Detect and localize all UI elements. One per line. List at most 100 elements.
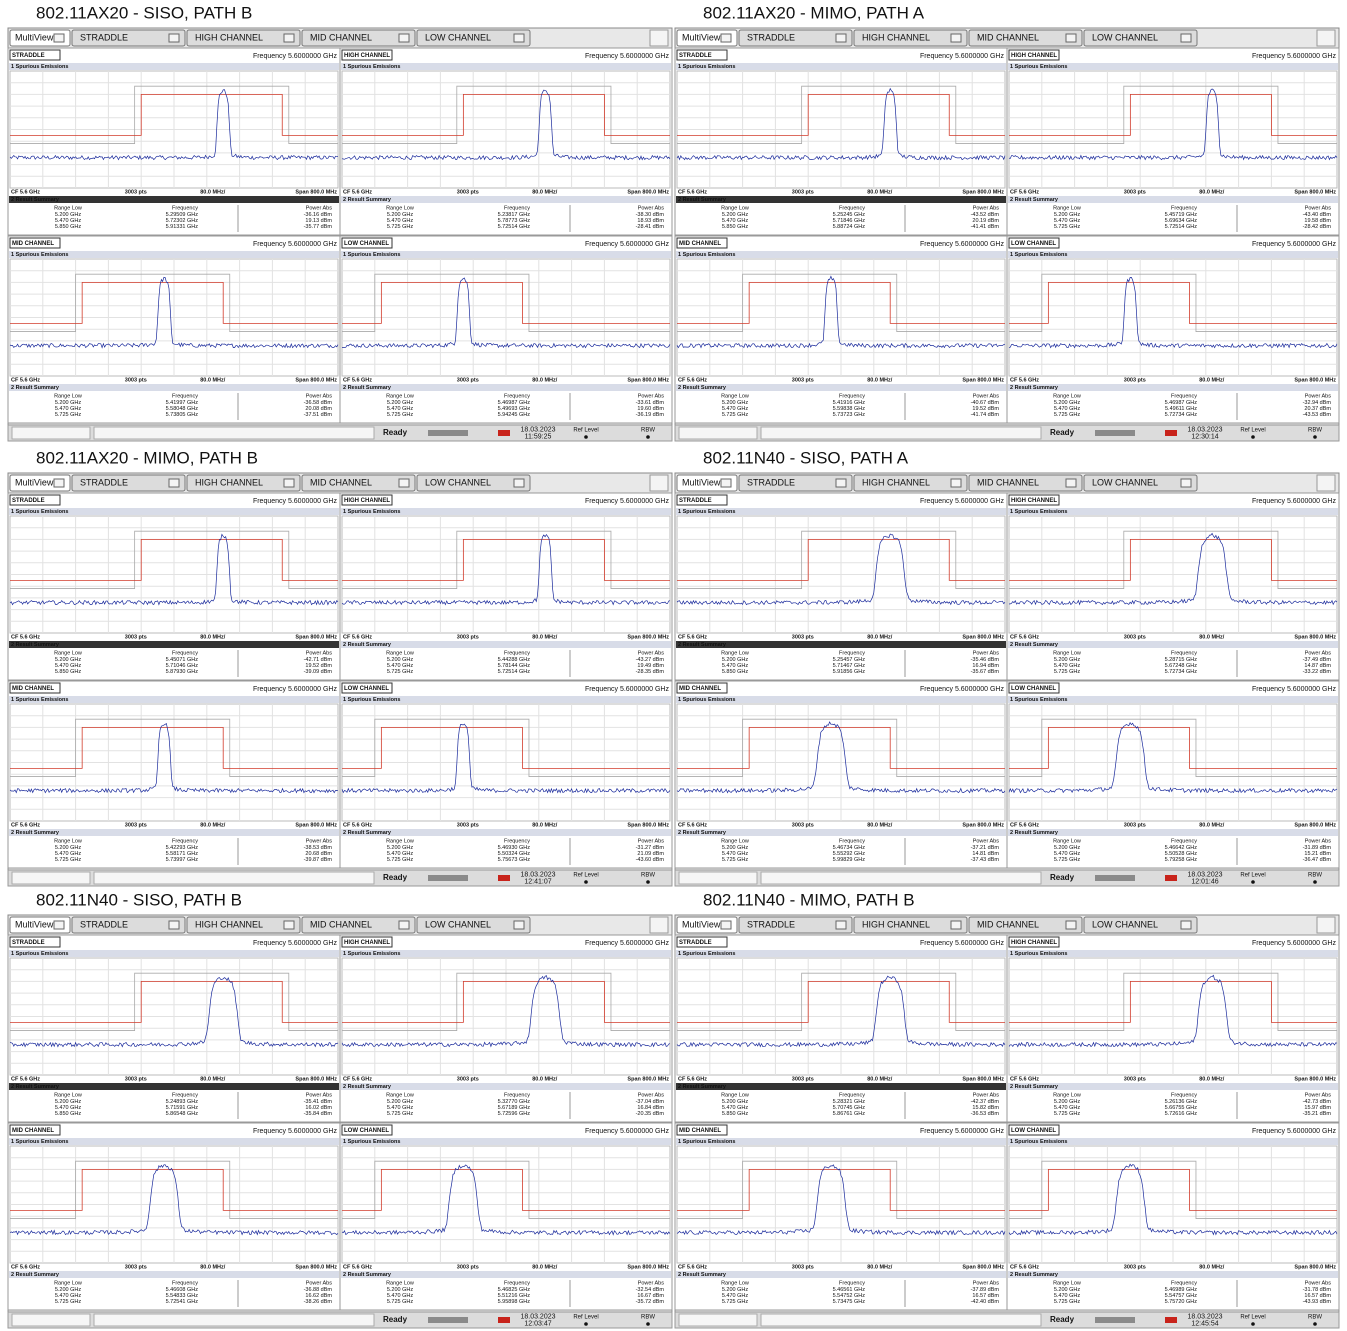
window-name-box <box>676 936 728 948</box>
tab <box>186 29 301 47</box>
summary-cell: -31.89 dBm <box>1303 845 1332 851</box>
summary-cell: 5.67189 GHz <box>498 1105 531 1111</box>
summary-header: Range Low <box>386 838 414 844</box>
summary-cell: 16.62 dBm <box>305 1293 332 1299</box>
summary-cell: 5.73997 GHz <box>166 857 199 863</box>
center-label: CF 5.6 GHz <box>11 822 40 828</box>
summary-title-bar <box>1008 641 1338 648</box>
summary-cell: 5.71046 GHz <box>166 663 199 669</box>
summary-header: Power Abs <box>973 650 1000 656</box>
summary-cell: 5.200 GHz <box>1054 212 1081 218</box>
spectrum-trace <box>9 977 339 1048</box>
window-name-box <box>676 1124 728 1136</box>
summary-cell: 5.470 GHz <box>55 406 82 412</box>
panel-title: 802.11AX20 - SISO, PATH B <box>36 3 252 22</box>
division-label: 80.0 MHz/ <box>200 1264 226 1270</box>
summary-title: 2 Result Summary <box>343 197 392 203</box>
summary-header: Power Abs <box>1305 650 1332 656</box>
summary-cell: -31.27 dBm <box>636 845 665 851</box>
summary-cell: 5.46561 GHz <box>833 1287 866 1293</box>
status-text: Ready <box>1050 428 1075 437</box>
trace-title: 1 Spurious Emissions <box>343 64 400 70</box>
trace-title-bar <box>9 950 339 957</box>
tab <box>71 29 186 47</box>
summary-title: 2 Result Summary <box>678 1272 727 1278</box>
summary-cell: 5.78773 GHz <box>498 218 531 224</box>
panel-title: 802.11N40 - MIMO, PATH B <box>703 890 915 909</box>
division-label: 80.0 MHz/ <box>1199 377 1225 383</box>
summary-cell: -28.35 dBm <box>636 669 665 675</box>
ref-level-button: Ref Level <box>1240 428 1265 434</box>
limit-line <box>10 94 338 136</box>
trace-title-bar <box>676 508 1006 515</box>
summary-cell: 5.725 GHz <box>387 412 414 418</box>
summary-cell: 5.850 GHz <box>722 224 749 230</box>
summary-cell: 5.850 GHz <box>722 1111 749 1117</box>
spectrum-trace <box>676 975 1006 1048</box>
summary-cell: 5.725 GHz <box>55 857 82 863</box>
trace-title-bar <box>9 1138 339 1145</box>
summary-cell: 5.75720 GHz <box>1165 1299 1198 1305</box>
summary-cell: -38.26 dBm <box>304 1299 333 1305</box>
points-label: 3003 pts <box>457 377 479 383</box>
tab-close <box>950 478 962 488</box>
window-name-box <box>1008 49 1060 61</box>
tab <box>71 474 186 492</box>
tab-label: MID CHANNEL <box>310 919 372 929</box>
span-label: Span 800.0 MHz <box>295 1076 337 1082</box>
tab-label: LOW CHANNEL <box>1092 477 1158 487</box>
division-label: 80.0 MHz/ <box>200 822 226 828</box>
trace-title-bar <box>9 696 339 703</box>
rbw-button: RBW <box>1308 873 1322 879</box>
window-name: STRADDLE <box>12 498 45 504</box>
summary-header: Frequency <box>839 1280 865 1286</box>
summary-title-bar <box>341 641 671 648</box>
window-name-box <box>9 237 61 249</box>
summary-header: Range Low <box>721 205 749 211</box>
tab <box>1083 29 1198 47</box>
tab-close <box>168 33 180 43</box>
summary-cell: 5.41997 GHz <box>166 400 199 406</box>
tab-close <box>53 33 65 43</box>
tab-label: STRADDLE <box>747 477 795 487</box>
summary-header: Frequency <box>504 205 530 211</box>
dropdown <box>1316 29 1336 47</box>
center-frequency: Frequency 5.6000000 GHz <box>1252 940 1337 947</box>
status-time: 12:30:14 <box>1191 433 1218 440</box>
panel-title: 802.11N40 - SISO, PATH B <box>36 890 242 909</box>
points-label: 3003 pts <box>792 822 814 828</box>
summary-cell: 5.470 GHz <box>387 663 414 669</box>
window-name: MID CHANNEL <box>12 1128 54 1134</box>
summary-cell: 5.470 GHz <box>387 1293 414 1299</box>
summary-header: Range Low <box>386 1092 414 1098</box>
summary-cell: 5.25457 GHz <box>833 657 866 663</box>
summary-cell: 20.37 dBm <box>1304 406 1331 412</box>
summary-cell: 5.470 GHz <box>722 663 749 669</box>
span-label: Span 800.0 MHz <box>627 377 669 383</box>
summary-title-bar <box>341 384 671 391</box>
remote-icon <box>498 1317 510 1323</box>
summary-header: Frequency <box>172 393 198 399</box>
summary-cell: 15.97 dBm <box>1304 1105 1331 1111</box>
trace-title-bar <box>676 950 1006 957</box>
trace-title-bar <box>341 950 671 957</box>
summary-cell: 5.850 GHz <box>55 669 82 675</box>
rbw-button: RBW <box>641 428 655 434</box>
center-label: CF 5.6 GHz <box>678 377 707 383</box>
summary-cell: -42.40 dBm <box>971 1299 1000 1305</box>
summary-cell: 5.49611 GHz <box>1165 406 1197 412</box>
summary-title: 2 Result Summary <box>343 642 392 648</box>
summary-cell: -32.54 dBm <box>636 1287 665 1293</box>
tab <box>968 916 1083 934</box>
tab <box>853 916 968 934</box>
summary-cell: 5.470 GHz <box>387 218 414 224</box>
button-dot <box>584 880 588 884</box>
tab-label: MultiView <box>682 32 721 42</box>
summary-cell: 5.200 GHz <box>722 1287 749 1293</box>
summary-cell: 5.72541 GHz <box>166 1299 199 1305</box>
summary-cell: 5.72734 GHz <box>1165 669 1198 675</box>
trace-title: 1 Spurious Emissions <box>1010 697 1067 703</box>
summary-cell: -20.35 dBm <box>636 1111 665 1117</box>
summary-cell: 5.470 GHz <box>387 851 414 857</box>
summary-cell: 16.94 dBm <box>972 663 999 669</box>
